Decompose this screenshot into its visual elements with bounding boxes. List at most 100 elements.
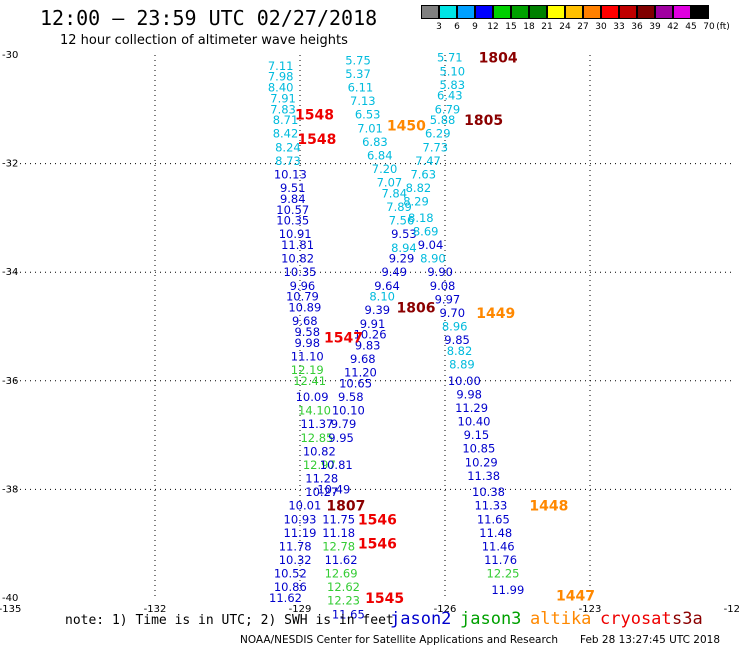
wave-height-label: 10.38 [472,485,505,499]
wave-height-label: 10.86 [274,580,307,594]
wave-height-label: 10.29 [465,455,498,469]
pass-time-label: 1805 [464,113,503,129]
wave-height-label: 8.94 [391,241,417,255]
wave-height-label: 8.71 [273,113,299,127]
wave-height-label: 11.19 [284,526,317,540]
color-swatch [439,5,457,19]
wave-height-label: 9.29 [389,252,415,266]
wave-height-label: 10.10 [332,404,365,418]
wave-height-label: 11.75 [322,512,355,526]
pass-time-label: 1450 [387,119,426,135]
wave-height-label: 7.13 [350,94,376,108]
wave-height-label: 10.35 [284,265,317,279]
color-swatch-label: 70 [703,22,715,32]
color-swatch [493,5,511,19]
wave-height-label: 9.08 [430,279,456,293]
color-swatch [529,5,547,19]
wave-height-label: 7.89 [386,200,412,214]
color-swatch [565,5,583,19]
wave-height-label: 9.95 [328,431,354,445]
color-swatch-label: 42 [667,22,679,32]
color-swatch-label: 3 [436,22,442,32]
color-swatch [655,5,673,19]
wave-height-label: 7.83 [270,102,296,116]
wave-height-label: 9.04 [418,238,444,252]
wave-height-label: 10.93 [284,512,317,526]
color-swatch-label: 18 [523,22,535,32]
wave-height-label: 9.84 [280,192,306,206]
wave-height-label: 10.57 [276,203,309,217]
wave-height-label: 7.98 [268,70,294,84]
credit-line: NOAA/NESDIS Center for Satellite Applica… [240,634,558,646]
y-tick-label: -40 [2,593,18,604]
color-swatch [457,5,475,19]
pass-time-label: 1807 [326,499,365,515]
wave-height-label: 8.24 [275,140,301,154]
wave-height-label: 10.09 [296,390,329,404]
wave-height-label: 12.85 [300,431,333,445]
color-swatch-label: 30 [595,22,607,32]
color-swatch-label: 24 [559,22,571,32]
chart-subtitle: 12 hour collection of altimeter wave hei… [60,33,348,48]
wave-height-label: 8.10 [369,290,395,304]
wave-height-label: 10.91 [279,227,312,241]
wave-height-label: 6.53 [355,108,381,122]
wave-height-label: 11.37 [300,417,333,431]
wave-height-label: 7.84 [381,186,407,200]
wave-height-label: 10.65 [339,377,372,391]
wave-height-label: 12.69 [325,567,358,581]
wave-height-label: 10.26 [354,328,387,342]
color-swatch-label: 6 [454,22,460,32]
wave-height-label: 6.83 [362,135,388,149]
wave-height-label: 11.48 [479,526,512,540]
wave-height-label: 11.28 [305,472,338,486]
y-tick-label: -36 [2,376,18,387]
wave-height-label: 6.11 [348,81,374,95]
y-tick-label: -30 [2,50,18,61]
wave-height-label: 8.69 [413,224,439,238]
color-swatch-label: 27 [577,22,589,32]
wave-height-label: 10.79 [286,290,319,304]
color-swatch-label: 33 [613,22,625,32]
wave-height-label: 12.23 [327,594,360,608]
wave-height-label: 10.35 [276,214,309,228]
wave-height-label: 9.96 [290,279,316,293]
color-swatch [583,5,601,19]
color-swatch [673,5,691,19]
wave-height-label: 7.01 [357,121,383,135]
x-tick-label: -129 [289,604,312,615]
wave-height-label: 10.32 [279,553,312,567]
wave-height-label: 11.81 [281,238,314,252]
x-tick-label: -123 [579,604,602,615]
wave-height-label: 7.20 [372,162,398,176]
wave-height-label: 10.49 [317,482,350,496]
wave-height-label: 9.58 [338,390,364,404]
legend-cryosat: cryosat [600,609,672,629]
wave-height-label: 7.91 [270,91,296,105]
wave-height-label: 5.88 [430,113,456,127]
pass-time-label: 1546 [358,512,397,528]
wave-height-label: 10.81 [320,458,353,472]
wave-height-label: 9.51 [280,181,306,195]
chart-title: 12:00 – 23:59 UTC 02/27/2018 [40,6,378,30]
y-tick-label: -38 [2,484,18,495]
wave-height-label: 11.20 [344,366,377,380]
legend-jason2: jason2 [390,609,452,629]
wave-height-label: 5.71 [437,51,463,65]
wave-height-label: 7.56 [389,214,415,228]
wave-height-label: 11.65 [477,512,510,526]
legend-altika: altika [530,609,592,629]
wave-height-label: 10.01 [288,499,321,513]
wave-height-label: 11.62 [325,553,358,567]
pass-time-label: 1548 [295,108,334,124]
pass-time-label: 1547 [324,330,363,346]
x-tick-label: -135 [0,604,21,615]
pass-time-label: 1804 [479,51,518,67]
generation-timestamp: Feb 28 13:27:45 UTC 2018 [580,634,720,646]
wave-height-label: 12.19 [291,363,324,377]
wave-height-label: 9.58 [294,325,320,339]
wave-height-label: 11.33 [474,499,507,513]
color-swatch [547,5,565,19]
y-tick-label: -32 [2,159,18,170]
wave-height-label: 10.40 [458,415,491,429]
